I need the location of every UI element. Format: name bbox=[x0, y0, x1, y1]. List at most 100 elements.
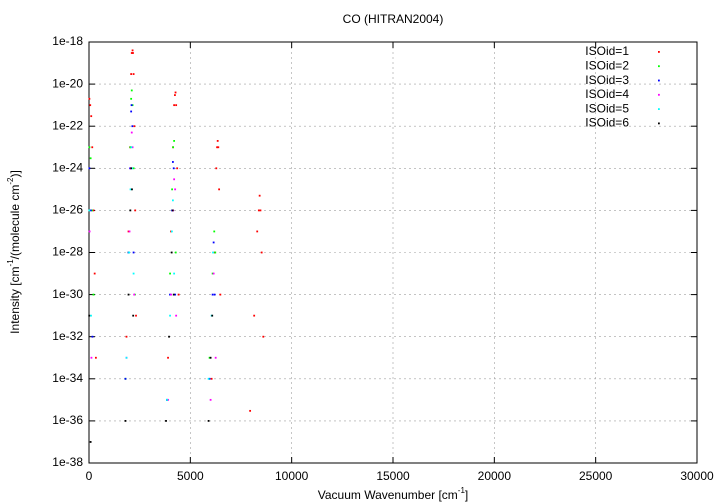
legend-label: ISOid=3 bbox=[585, 73, 629, 87]
point bbox=[90, 115, 93, 118]
point bbox=[213, 230, 216, 233]
point bbox=[89, 157, 92, 160]
point bbox=[253, 314, 256, 317]
point bbox=[93, 272, 96, 275]
point bbox=[89, 104, 92, 107]
point bbox=[92, 209, 95, 212]
legend-label: ISOid=4 bbox=[585, 87, 629, 101]
point bbox=[125, 356, 128, 359]
point bbox=[133, 125, 136, 128]
point bbox=[130, 131, 133, 134]
point bbox=[249, 409, 252, 412]
point bbox=[177, 293, 180, 296]
chart-title: CO (HITRAN2004) bbox=[343, 12, 444, 26]
point bbox=[167, 398, 169, 401]
point bbox=[172, 293, 175, 296]
point bbox=[208, 356, 211, 359]
point bbox=[132, 272, 135, 275]
point bbox=[169, 293, 171, 296]
point bbox=[130, 73, 133, 75]
point bbox=[89, 441, 92, 443]
point bbox=[207, 420, 210, 422]
point bbox=[211, 293, 214, 296]
point bbox=[132, 314, 135, 317]
point bbox=[131, 167, 134, 170]
point bbox=[262, 335, 265, 338]
y-tick-label: 1e-34 bbox=[52, 371, 83, 385]
legend-label: ISOid=5 bbox=[585, 101, 629, 115]
y-tick-label: 1e-20 bbox=[52, 76, 83, 90]
point bbox=[89, 209, 92, 212]
point bbox=[257, 209, 260, 212]
point bbox=[88, 230, 91, 233]
point bbox=[129, 188, 132, 191]
point bbox=[127, 230, 130, 233]
point bbox=[209, 356, 212, 359]
point bbox=[125, 335, 128, 338]
point bbox=[90, 356, 93, 359]
point bbox=[165, 420, 167, 422]
point bbox=[91, 335, 94, 338]
point bbox=[212, 251, 214, 254]
point bbox=[130, 97, 133, 100]
point bbox=[170, 251, 173, 254]
point bbox=[168, 335, 170, 338]
point bbox=[90, 314, 92, 317]
point bbox=[132, 167, 135, 170]
x-tick-label: 10000 bbox=[275, 469, 309, 483]
point bbox=[88, 167, 91, 170]
point bbox=[88, 97, 91, 100]
x-tick-label: 0 bbox=[86, 469, 93, 483]
point bbox=[174, 94, 176, 97]
legend-marker bbox=[658, 79, 660, 82]
point bbox=[217, 146, 220, 149]
legend-label: ISOid=2 bbox=[585, 58, 629, 72]
point bbox=[91, 209, 93, 212]
point bbox=[128, 230, 131, 233]
point bbox=[214, 356, 217, 359]
point bbox=[174, 91, 177, 94]
point bbox=[211, 314, 214, 317]
point bbox=[213, 293, 216, 296]
y-tick-label: 1e-22 bbox=[52, 118, 83, 132]
y-tick-label: 1e-18 bbox=[52, 34, 83, 48]
point bbox=[88, 146, 91, 149]
point bbox=[92, 293, 95, 296]
legend-marker bbox=[658, 108, 660, 110]
point bbox=[131, 104, 134, 107]
point bbox=[132, 251, 135, 254]
point bbox=[176, 167, 179, 170]
y-tick-label: 1e-30 bbox=[52, 287, 83, 301]
point bbox=[132, 52, 134, 54]
point bbox=[174, 293, 177, 296]
x-tick-label: 20000 bbox=[478, 469, 512, 483]
y-tick-label: 1e-24 bbox=[52, 160, 83, 174]
y-tick-label: 1e-32 bbox=[52, 329, 83, 343]
legend-marker bbox=[658, 65, 660, 68]
point bbox=[94, 356, 97, 359]
point bbox=[256, 230, 259, 233]
point bbox=[211, 272, 214, 275]
point bbox=[130, 104, 133, 107]
point bbox=[170, 230, 173, 233]
point bbox=[169, 314, 171, 317]
point bbox=[130, 52, 133, 54]
point bbox=[218, 188, 221, 191]
legend-label: ISOid=1 bbox=[585, 44, 629, 58]
point bbox=[173, 272, 176, 275]
point bbox=[209, 398, 212, 401]
point bbox=[175, 314, 178, 317]
point bbox=[124, 377, 127, 380]
point bbox=[131, 188, 133, 191]
point bbox=[173, 104, 176, 107]
point bbox=[135, 314, 137, 317]
point bbox=[127, 293, 130, 296]
point bbox=[124, 420, 127, 422]
point bbox=[219, 293, 222, 296]
point bbox=[166, 398, 168, 401]
point bbox=[174, 251, 177, 254]
point bbox=[131, 125, 134, 128]
point bbox=[173, 140, 176, 142]
point bbox=[208, 377, 211, 380]
